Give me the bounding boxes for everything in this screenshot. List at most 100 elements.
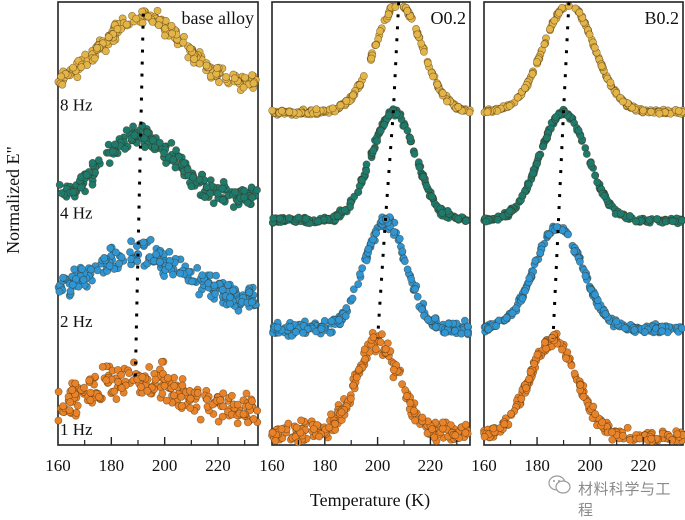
data-point-4hz xyxy=(529,169,537,178)
data-point-1hz xyxy=(598,418,607,427)
data-point-4hz xyxy=(582,150,591,158)
data-point-8hz xyxy=(90,54,99,63)
x-tick-label: 160 xyxy=(471,456,497,475)
data-point-2hz xyxy=(198,271,207,280)
data-point-8hz xyxy=(144,12,152,21)
data-point-8hz xyxy=(77,63,86,72)
data-point-2hz xyxy=(106,244,115,253)
data-point-4hz xyxy=(415,163,424,172)
data-point-4hz xyxy=(539,142,547,151)
x-tick-label: 200 xyxy=(152,456,178,475)
data-point-4hz xyxy=(593,178,601,186)
data-point-1hz xyxy=(151,375,160,384)
data-point-8hz xyxy=(513,93,522,102)
data-point-1hz xyxy=(438,418,447,427)
data-point-8hz xyxy=(647,107,655,116)
data-point-2hz xyxy=(55,287,64,296)
data-point-1hz xyxy=(346,394,355,403)
data-point-1hz xyxy=(196,415,205,424)
data-point-1hz xyxy=(54,387,63,396)
data-point-1hz xyxy=(143,386,152,395)
data-point-4hz xyxy=(200,193,209,202)
data-point-1hz xyxy=(517,394,526,403)
data-point-1hz xyxy=(525,375,533,383)
data-point-2hz xyxy=(117,253,126,262)
data-point-4hz xyxy=(542,133,551,142)
data-point-1hz xyxy=(389,365,398,374)
data-point-1hz xyxy=(562,354,570,363)
data-point-1hz xyxy=(371,345,380,353)
data-point-2hz xyxy=(431,323,440,331)
data-point-4hz xyxy=(169,155,178,164)
data-point-8hz xyxy=(550,16,559,25)
data-point-2hz xyxy=(431,314,439,323)
data-point-1hz xyxy=(402,392,411,400)
data-point-1hz xyxy=(233,419,242,428)
data-point-8hz xyxy=(417,39,426,48)
data-point-2hz xyxy=(100,253,109,262)
data-point-2hz xyxy=(126,248,134,256)
data-point-2hz xyxy=(79,275,88,284)
data-point-4hz xyxy=(505,206,514,215)
data-point-1hz xyxy=(507,409,515,418)
data-point-4hz xyxy=(301,214,310,223)
data-point-2hz xyxy=(358,264,367,273)
data-point-1hz xyxy=(59,402,67,410)
data-point-8hz xyxy=(454,103,463,111)
data-point-4hz xyxy=(340,206,349,215)
data-point-1hz xyxy=(369,333,378,342)
data-point-1hz xyxy=(398,380,406,389)
data-point-4hz xyxy=(129,122,137,131)
data-point-4hz xyxy=(422,182,431,190)
data-point-8hz xyxy=(58,80,67,89)
data-point-8hz xyxy=(277,107,286,115)
data-point-1hz xyxy=(608,435,617,444)
data-point-2hz xyxy=(210,281,219,290)
data-point-8hz xyxy=(359,72,368,80)
data-point-2hz xyxy=(576,257,584,266)
data-point-8hz xyxy=(384,10,393,19)
data-point-8hz xyxy=(154,21,163,30)
data-point-1hz xyxy=(219,402,228,411)
frequency-label: 8 Hz xyxy=(60,95,93,114)
data-point-2hz xyxy=(212,271,220,280)
data-point-2hz xyxy=(165,247,174,256)
data-point-2hz xyxy=(457,329,466,338)
data-point-1hz xyxy=(451,431,460,440)
data-point-1hz xyxy=(202,395,211,404)
data-point-1hz xyxy=(186,394,195,403)
data-point-8hz xyxy=(81,50,90,59)
data-point-2hz xyxy=(621,324,629,333)
data-point-8hz xyxy=(655,109,664,118)
panel-1: 160 180 200 220 O0.2 xyxy=(259,1,474,475)
data-point-1hz xyxy=(186,404,195,412)
data-point-1hz xyxy=(576,380,585,389)
data-point-1hz xyxy=(349,381,358,390)
data-point-1hz xyxy=(579,392,588,401)
data-point-1hz xyxy=(117,370,126,379)
data-point-1hz xyxy=(406,399,415,408)
data-point-2hz xyxy=(395,234,404,243)
data-point-8hz xyxy=(419,48,428,56)
data-point-4hz xyxy=(369,146,378,155)
data-point-2hz xyxy=(413,292,422,301)
panel-0: 160 180 200 220 base alloy 8 Hz 4 Hz 2 Hz 1 Hz xyxy=(45,1,262,475)
data-point-2hz xyxy=(545,230,553,239)
data-point-8hz xyxy=(190,55,199,63)
data-point-1hz xyxy=(253,406,262,415)
data-point-2hz xyxy=(169,270,177,279)
data-point-4hz xyxy=(493,215,502,224)
data-point-1hz xyxy=(589,402,598,411)
data-point-4hz xyxy=(314,217,322,226)
data-point-1hz xyxy=(526,367,535,376)
data-point-1hz xyxy=(86,396,95,404)
data-point-4hz xyxy=(218,184,227,193)
data-point-8hz xyxy=(336,101,345,110)
data-point-1hz xyxy=(541,338,549,347)
data-point-2hz xyxy=(570,247,578,256)
data-point-4hz xyxy=(240,186,249,195)
data-point-8hz xyxy=(403,6,412,15)
data-point-8hz xyxy=(342,96,351,105)
data-point-2hz xyxy=(364,245,373,253)
